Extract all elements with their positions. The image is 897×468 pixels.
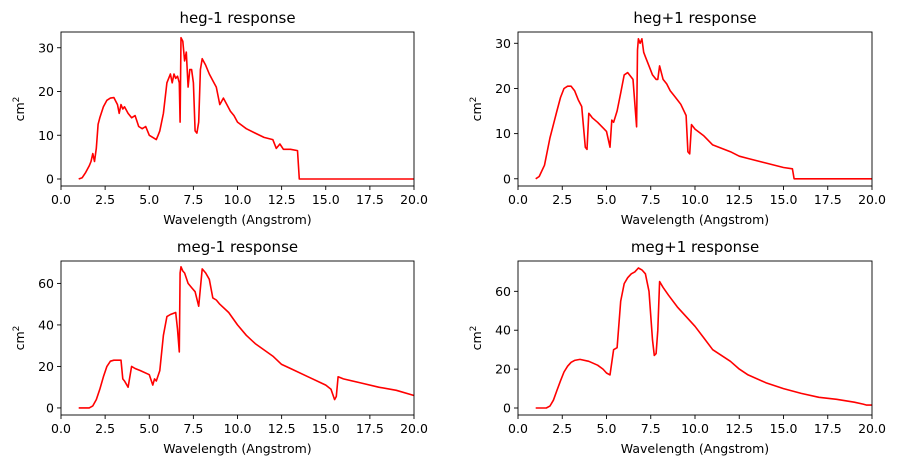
y-tick-label: 20 xyxy=(38,84,54,99)
y-axis-label: cm2 xyxy=(469,97,484,122)
x-tick-label: 7.5 xyxy=(641,192,661,207)
x-axis-label: Wavelength (Angstrom) xyxy=(621,441,769,456)
y-tick-label: 20 xyxy=(38,359,54,374)
x-tick-label: 5.0 xyxy=(597,421,617,436)
x-tick-label: 12.5 xyxy=(725,192,753,207)
subplot-1: 0.0 2.5 5.0 7.5 10.0 12.5 15.0 17.5 20.0 0 10 20 30 h… xyxy=(12,9,428,227)
x-tick-label: 5.0 xyxy=(139,192,159,207)
x-tick-label: 15.0 xyxy=(312,192,340,207)
x-tick-label: 12.5 xyxy=(268,421,296,436)
subplot-2: 0.0 2.5 5.0 7.5 10.0 12.5 15.0 17.5 20.0 0 10 20 30 h… xyxy=(469,9,886,227)
x-axis-label: Wavelength (Angstrom) xyxy=(163,441,311,456)
x-tick-label: 10.0 xyxy=(224,421,252,436)
x-tick-label: 0.0 xyxy=(51,192,71,207)
axes-frame xyxy=(60,31,415,187)
x-tick-label: 2.5 xyxy=(95,421,115,436)
x-axis-label: Wavelength (Angstrom) xyxy=(621,212,769,227)
x-tick-label: 10.0 xyxy=(681,421,709,436)
y-axis-label-unit: cm xyxy=(12,102,27,121)
y-tick-label: 40 xyxy=(495,323,511,338)
x-tick-label: 15.0 xyxy=(770,192,798,207)
x-tick-label: 10.0 xyxy=(681,192,709,207)
y-tick-label: 0 xyxy=(503,171,511,186)
x-tick-label: 7.5 xyxy=(183,421,203,436)
x-tick-label: 7.5 xyxy=(641,421,661,436)
x-tick-label: 5.0 xyxy=(597,192,617,207)
subplot-title: heg+1 response xyxy=(633,9,756,27)
series-line xyxy=(535,37,872,180)
x-tick-label: 20.0 xyxy=(400,192,428,207)
y-tick-label: 0 xyxy=(503,401,511,416)
x-tick-label: 2.5 xyxy=(552,192,572,207)
x-tick-label: 5.0 xyxy=(139,421,159,436)
x-tick-label: 17.5 xyxy=(356,421,384,436)
x-tick-label: 17.5 xyxy=(356,192,384,207)
x-tick-label: 2.5 xyxy=(95,192,115,207)
y-axis-label-superscript: 2 xyxy=(469,97,479,103)
x-tick-label: 2.5 xyxy=(552,421,572,436)
y-tick-label: 60 xyxy=(38,276,54,291)
y-tick-label: 60 xyxy=(495,284,511,299)
x-tick-label: 17.5 xyxy=(814,421,842,436)
y-axis-label-unit: cm xyxy=(12,331,27,350)
series-line xyxy=(78,36,414,180)
y-tick-label: 0 xyxy=(46,400,54,415)
series-line xyxy=(78,265,415,409)
x-tick-label: 17.5 xyxy=(814,192,842,207)
x-tick-label: 0.0 xyxy=(51,421,71,436)
subplot-title: meg-1 response xyxy=(177,238,298,256)
y-tick-label: 30 xyxy=(38,40,54,55)
x-tick-label: 15.0 xyxy=(770,421,798,436)
x-tick-label: 12.5 xyxy=(268,192,296,207)
subplot-3: 0.0 2.5 5.0 7.5 10.0 12.5 15.0 17.5 20.0 0 20 40 60 m… xyxy=(12,238,428,456)
x-tick-label: 15.0 xyxy=(312,421,340,436)
x-tick-label: 10.0 xyxy=(224,192,252,207)
axes-frame xyxy=(517,31,873,187)
x-tick-label: 0.0 xyxy=(508,421,528,436)
series-line xyxy=(535,267,872,409)
y-tick-label: 30 xyxy=(495,36,511,51)
y-axis-label-superscript: 2 xyxy=(12,97,22,103)
x-axis-label: Wavelength (Angstrom) xyxy=(163,212,311,227)
y-axis-label: cm2 xyxy=(469,326,484,351)
y-tick-label: 10 xyxy=(495,126,511,141)
x-tick-label: 20.0 xyxy=(858,421,886,436)
y-tick-label: 20 xyxy=(495,362,511,377)
x-tick-label: 20.0 xyxy=(400,421,428,436)
y-tick-label: 40 xyxy=(38,317,54,332)
y-tick-label: 0 xyxy=(46,172,54,187)
y-tick-label: 10 xyxy=(38,128,54,143)
axes-frame xyxy=(60,260,415,416)
y-tick-label: 20 xyxy=(495,81,511,96)
x-tick-label: 7.5 xyxy=(183,192,203,207)
y-axis-label-superscript: 2 xyxy=(12,326,22,332)
subplot-4: 0.0 2.5 5.0 7.5 10.0 12.5 15.0 17.5 20.0 0 20 40 60 m… xyxy=(469,238,886,456)
y-axis-label-unit: cm xyxy=(469,331,484,350)
y-axis-label: cm2 xyxy=(12,326,27,351)
y-axis-label-superscript: 2 xyxy=(469,326,479,332)
x-tick-label: 0.0 xyxy=(508,192,528,207)
subplot-title: meg+1 response xyxy=(631,238,759,256)
x-tick-label: 12.5 xyxy=(725,421,753,436)
y-axis-label-unit: cm xyxy=(469,102,484,121)
x-tick-label: 20.0 xyxy=(858,192,886,207)
y-axis-label: cm2 xyxy=(12,97,27,122)
axes-frame xyxy=(517,260,873,416)
subplot-title: heg-1 response xyxy=(179,9,295,27)
